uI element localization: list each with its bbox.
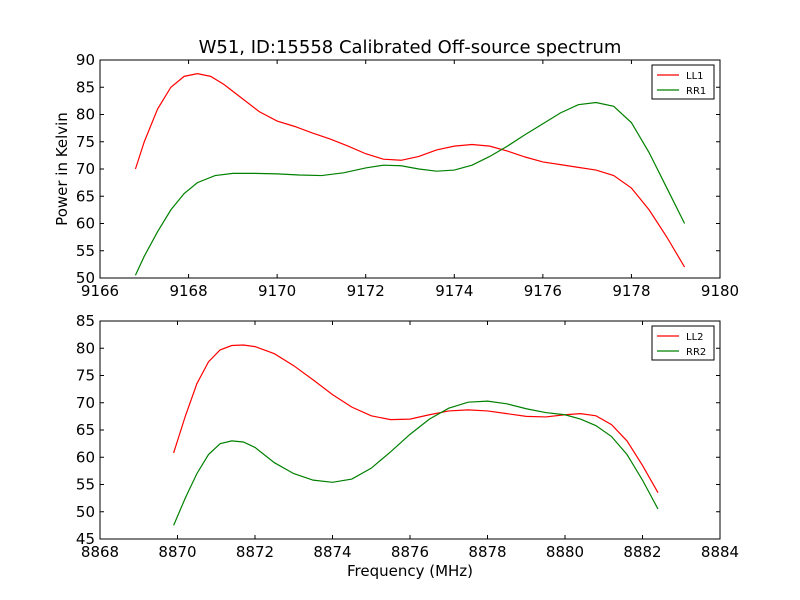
legend-box — [651, 64, 715, 100]
x-tick-label: 8876 — [391, 543, 429, 561]
y-tick-label: 90 — [76, 51, 95, 69]
legend-label-ll1: LL1 — [686, 71, 704, 82]
x-axis-label: Frequency (MHz) — [347, 562, 473, 580]
plot-frame — [99, 320, 721, 540]
x-tick-label: 8880 — [546, 543, 584, 561]
x-tick-label: 9174 — [435, 282, 473, 300]
legend-label-rr2: RR2 — [686, 347, 706, 358]
x-tick-label: 9168 — [169, 282, 207, 300]
x-tick-label: 8882 — [623, 543, 661, 561]
x-tick-label: 8872 — [236, 543, 274, 561]
series-line-rr1 — [134, 101, 686, 276]
y-tick-label: 85 — [76, 78, 95, 96]
y-tick-label: 60 — [76, 215, 95, 233]
y-tick-label: 65 — [76, 421, 95, 439]
y-tick-label: 55 — [76, 242, 95, 260]
chart-title: W51, ID:15558 Calibrated Off-source spec… — [199, 37, 622, 58]
x-tick-label: 9180 — [701, 282, 739, 300]
x-tick-label: 8868 — [81, 543, 119, 561]
y-tick-label: 65 — [76, 187, 95, 205]
series-line-ll1 — [134, 73, 686, 268]
y-tick-label: 50 — [76, 269, 95, 287]
subplot-top: 9166 9168 9170 9172 9174 9176 9178 9180 50 55 60 65… — [53, 51, 739, 300]
x-tick-label: 9166 — [81, 282, 119, 300]
x-tick-label: 8878 — [468, 543, 506, 561]
x-tick-label: 9172 — [347, 282, 385, 300]
x-tick-label: 8870 — [158, 543, 196, 561]
y-tick-label: 50 — [76, 503, 95, 521]
subplot-bottom: 8868 8870 8872 8874 8876 8878 8880 8882 8884 45 50… — [76, 312, 739, 561]
y-tick-label: 80 — [76, 339, 95, 357]
y-tick-label: 70 — [76, 394, 95, 412]
x-tick-label: 8874 — [313, 543, 351, 561]
series-line-ll2 — [173, 344, 659, 493]
plot-frame — [99, 59, 721, 279]
y-tick-label: 85 — [76, 312, 95, 330]
x-tick-label: 8884 — [701, 543, 739, 561]
y-tick-label: 45 — [76, 530, 95, 548]
y-tick-label: 70 — [76, 160, 95, 178]
y-tick-label: 55 — [76, 476, 95, 494]
y-tick-label: 80 — [76, 106, 95, 124]
legend-label-rr1: RR1 — [686, 86, 706, 97]
y-tick-label: 75 — [76, 367, 95, 385]
x-tick-label: 9176 — [524, 282, 562, 300]
x-tick-label: 9178 — [612, 282, 650, 300]
x-tick-label: 9170 — [258, 282, 296, 300]
y-tick-label: 75 — [76, 133, 95, 151]
legend-box — [651, 325, 715, 361]
legend-label-ll2: LL2 — [686, 332, 704, 343]
y-tick-label: 60 — [76, 448, 95, 466]
y-axis-label: Power in Kelvin — [53, 112, 71, 226]
series-line-rr2 — [173, 400, 659, 526]
